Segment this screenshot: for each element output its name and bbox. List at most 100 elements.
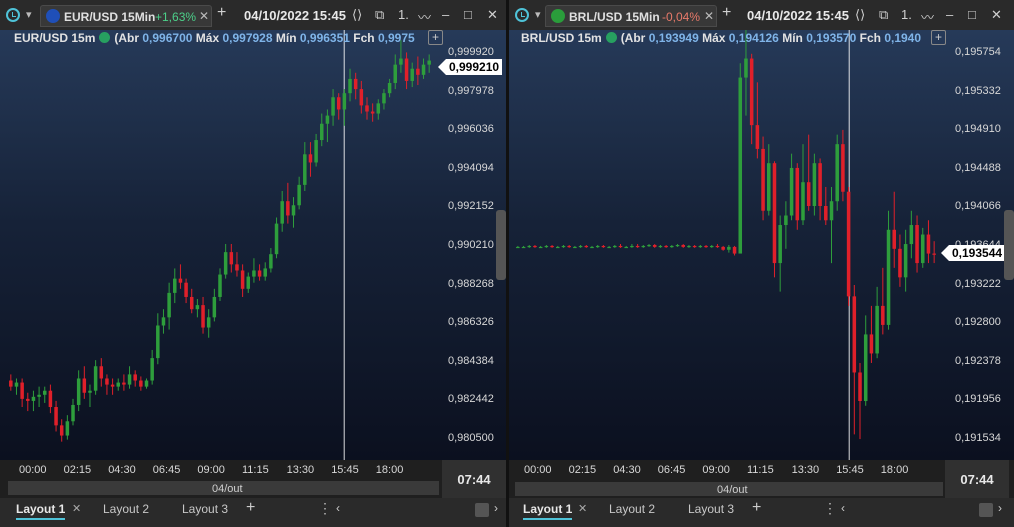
candle: [416, 56, 420, 86]
candle: [761, 136, 765, 221]
price-tick-label: 0,192800: [955, 316, 1001, 329]
candle: [325, 109, 330, 143]
layout-tab-1[interactable]: Layout 1: [523, 502, 573, 520]
window-icon[interactable]: ⧉: [375, 7, 385, 22]
price-tick-label: 0,992152: [448, 200, 494, 213]
price-tick-label: 0,984384: [448, 354, 494, 367]
candle: [387, 78, 392, 98]
candle: [681, 244, 685, 248]
chevron-down-icon[interactable]: ▾: [535, 9, 541, 21]
clock-icon[interactable]: [515, 8, 529, 22]
clock-icon[interactable]: [6, 8, 20, 22]
side-scroll-handle[interactable]: [1004, 210, 1014, 280]
low-value: 0,996351: [299, 31, 350, 45]
maximize-icon[interactable]: □: [464, 7, 472, 22]
chevron-left-icon[interactable]: ‹: [336, 501, 340, 515]
close-label: Fch: [353, 31, 375, 45]
candle: [789, 153, 794, 221]
square-button-icon[interactable]: [475, 503, 489, 517]
candle: [801, 144, 805, 226]
add-layout-icon[interactable]: +: [246, 499, 256, 516]
candle: [269, 248, 273, 273]
candlestick-plot[interactable]: [0, 30, 440, 460]
candle: [869, 305, 874, 363]
candle: [920, 227, 925, 268]
layout-tab-3[interactable]: Layout 3: [688, 502, 735, 516]
candle: [173, 268, 177, 304]
price-tick-label: 0,192378: [955, 354, 1001, 367]
chevron-right-icon[interactable]: ›: [494, 501, 498, 515]
candle: [624, 245, 628, 249]
candle: [105, 374, 109, 395]
add-layout-icon[interactable]: +: [752, 499, 762, 516]
close-layout-icon[interactable]: ✕: [72, 503, 82, 515]
candle: [812, 153, 817, 216]
close-tab-icon[interactable]: ✕: [199, 9, 210, 23]
maximize-icon[interactable]: □: [968, 7, 976, 22]
candle: [875, 286, 879, 359]
square-button-icon[interactable]: [979, 503, 993, 517]
minimize-icon[interactable]: –: [946, 7, 954, 22]
chevron-left-icon[interactable]: ‹: [841, 501, 845, 515]
high-value: 0,997928: [222, 31, 273, 45]
low-label: Mín: [782, 31, 803, 45]
candle: [184, 278, 188, 304]
layout-tab-2[interactable]: Layout 2: [609, 502, 656, 516]
window-icon[interactable]: ⧉: [879, 7, 889, 22]
candle: [348, 68, 352, 102]
candle: [675, 244, 680, 247]
open-value: 0,996700: [142, 31, 193, 45]
candle: [738, 63, 743, 254]
close-icon[interactable]: ✕: [487, 7, 498, 22]
candle: [195, 299, 200, 318]
close-tab-icon[interactable]: ✕: [704, 9, 715, 23]
line-chart-icon[interactable]: 〰: [921, 10, 935, 25]
share-icon[interactable]: ⟨⟩: [352, 7, 363, 22]
status-dot-icon: [605, 32, 617, 43]
price-tick-label: 0,191534: [955, 432, 1001, 444]
candlestick-plot[interactable]: [509, 30, 943, 460]
candle: [274, 217, 279, 259]
close-icon[interactable]: ✕: [991, 7, 1002, 22]
add-tab-icon[interactable]: +: [217, 4, 227, 21]
chart-panel-eurusd: ▾ EUR/USD 15Min +1,63% ✕ + 04/10/2022 15…: [0, 0, 506, 527]
one-step-icon[interactable]: 1.: [901, 7, 912, 22]
close-layout-icon[interactable]: ✕: [578, 503, 588, 515]
add-tab-icon[interactable]: +: [722, 4, 732, 21]
panel-divider[interactable]: [506, 0, 509, 527]
layout-tab-2[interactable]: Layout 2: [103, 502, 150, 516]
expand-info-icon[interactable]: +: [931, 30, 946, 45]
candle: [252, 258, 256, 283]
price-tick-label: 0,194910: [955, 123, 1001, 136]
time-scrollbar[interactable]: [8, 481, 439, 495]
more-options-icon[interactable]: ⋮: [823, 500, 837, 516]
candle: [858, 362, 862, 440]
symbol-tab[interactable]: EUR/USD 15Min +1,63% ✕: [40, 5, 212, 27]
candle: [852, 284, 857, 435]
layout-tab-1[interactable]: Layout 1: [16, 502, 66, 520]
candle: [376, 99, 381, 120]
layout-tab-3[interactable]: Layout 3: [182, 502, 229, 516]
share-icon[interactable]: ⟨⟩: [855, 7, 866, 22]
price-tick-label: 0,195754: [955, 46, 1001, 58]
candle: [263, 262, 267, 281]
candle: [732, 245, 737, 256]
candle: [189, 288, 194, 314]
candle: [161, 309, 166, 334]
time-scrollbar[interactable]: [515, 482, 943, 496]
chevron-down-icon[interactable]: ▾: [26, 9, 32, 21]
price-tick-label: 0,191956: [955, 393, 1001, 406]
expand-info-icon[interactable]: +: [428, 30, 443, 45]
candle: [521, 245, 526, 249]
more-options-icon[interactable]: ⋮: [318, 500, 332, 516]
candle: [9, 374, 13, 391]
candle: [393, 54, 398, 90]
symbol-tab[interactable]: BRL/USD 15Min -0,04% ✕: [545, 5, 717, 27]
line-chart-icon[interactable]: 〰: [418, 10, 432, 25]
low-label: Mín: [275, 31, 297, 45]
minimize-icon[interactable]: –: [442, 7, 450, 22]
candle: [404, 52, 409, 90]
side-scroll-handle[interactable]: [496, 210, 506, 280]
chevron-right-icon[interactable]: ›: [998, 501, 1002, 515]
one-step-icon[interactable]: 1.: [398, 7, 409, 22]
